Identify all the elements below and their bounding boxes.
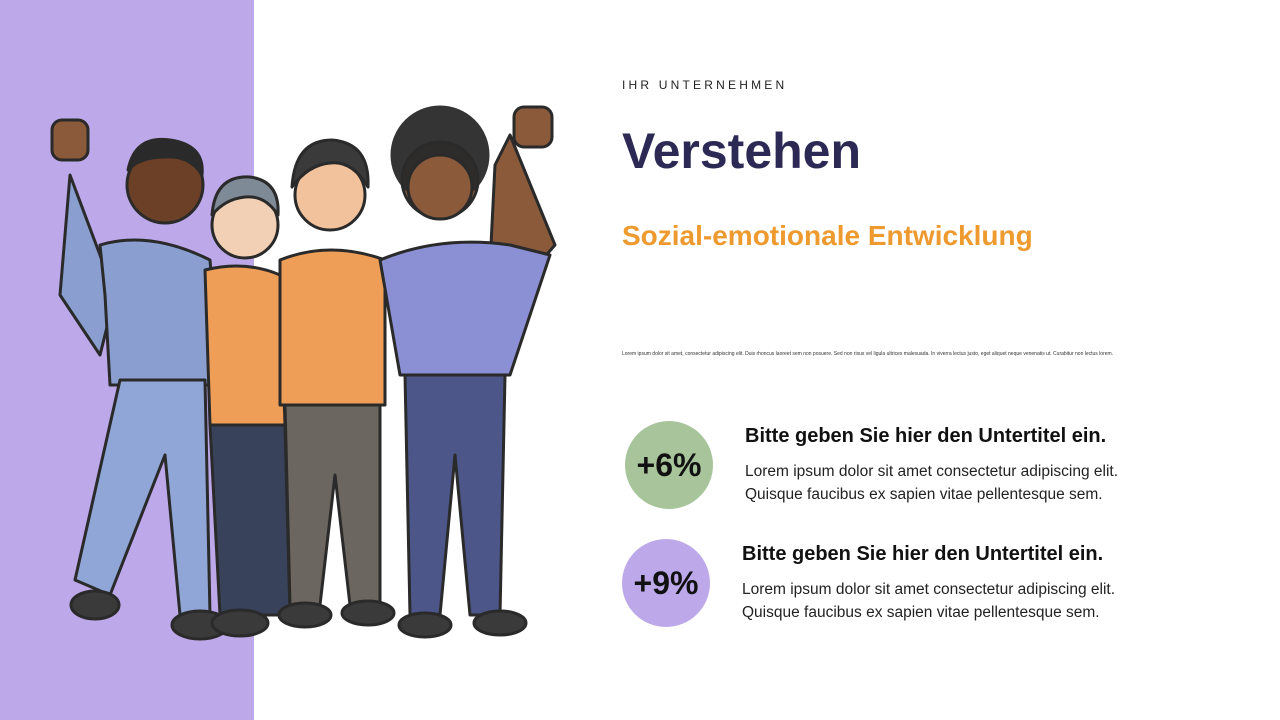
stat-text-2-line1: Lorem ipsum dolor sit amet consectetur a… — [742, 581, 1116, 598]
intro-paragraph: Lorem ipsum dolor sit amet, consectetur … — [622, 351, 1114, 357]
stat-value-1: +6% — [636, 446, 702, 483]
stat-heading-1: Bitte geben Sie hier den Untertitel ein. — [745, 425, 1107, 447]
eyebrow-label: IHR UNTERNEHMEN — [622, 78, 788, 92]
stat-text-2: Lorem ipsum dolor sit amet consectetur a… — [742, 578, 1162, 624]
page-subtitle: Sozial-emotionale Entwicklung — [622, 220, 1033, 251]
stat-value-2: +9% — [633, 564, 699, 601]
stat-text-2-line2: Quisque faucibus ex sapien vitae pellent… — [742, 604, 1100, 621]
page-title: Verstehen — [622, 123, 862, 179]
stat-text-1-line2: Quisque faucibus ex sapien vitae pellent… — [745, 486, 1103, 503]
stat-heading-2: Bitte geben Sie hier den Untertitel ein. — [742, 543, 1104, 565]
stat-text-1: Lorem ipsum dolor sit amet consectetur a… — [745, 460, 1165, 506]
stat-text-1-line1: Lorem ipsum dolor sit amet consectetur a… — [745, 463, 1119, 480]
four-friends-cheering-illustration — [50, 105, 557, 641]
stat-circle-1: +6% — [625, 421, 713, 509]
stat-circle-2: +9% — [622, 539, 710, 627]
